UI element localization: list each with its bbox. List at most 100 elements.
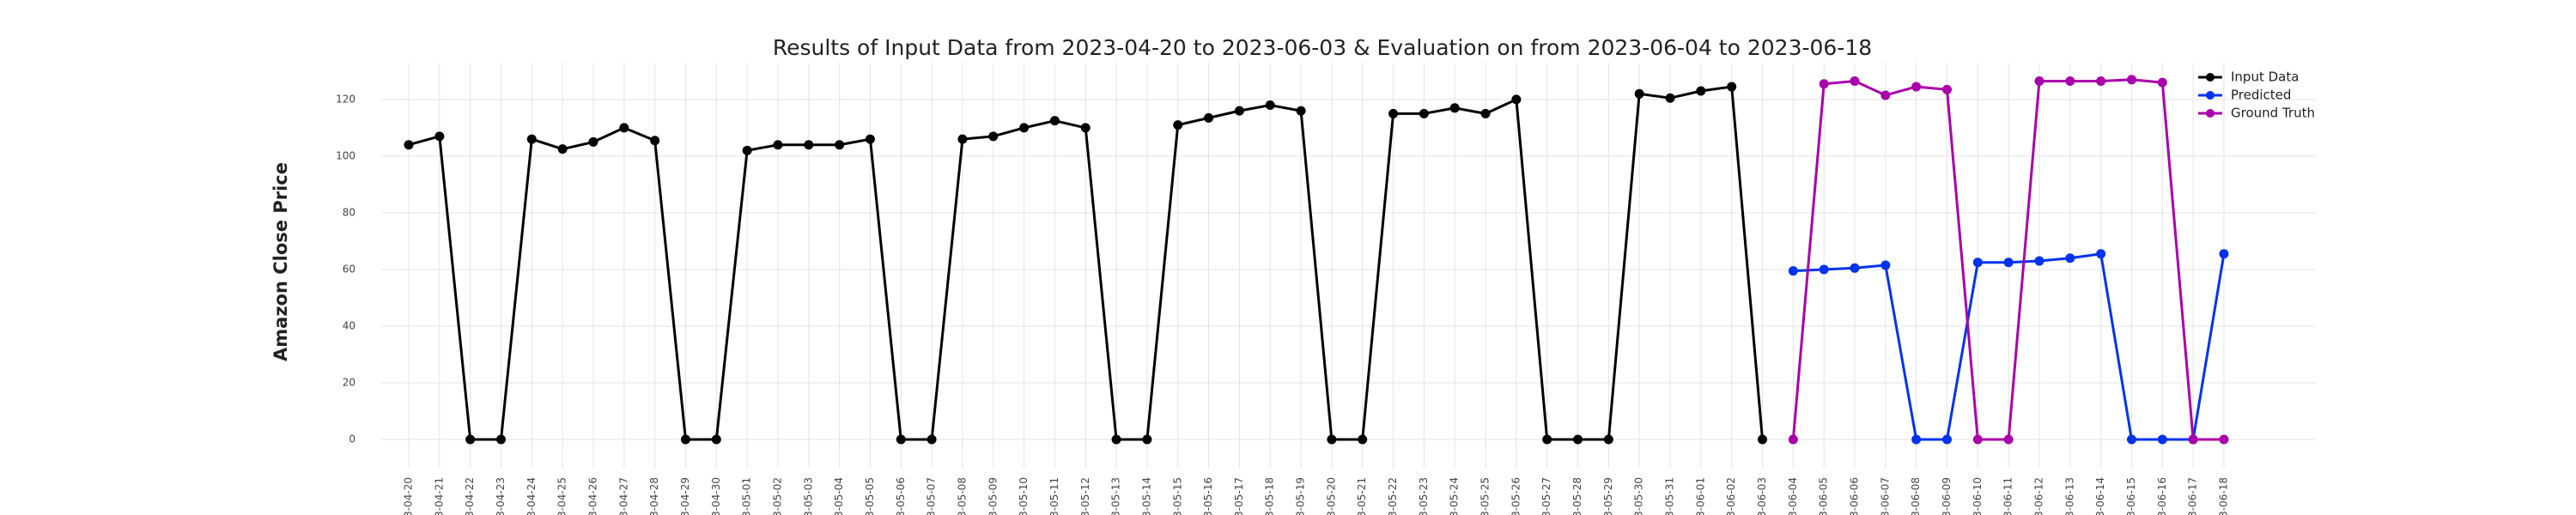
data-point <box>1173 120 1183 130</box>
data-point <box>1911 82 1922 92</box>
x-tick-label: 2023-05-17 <box>1233 477 1245 515</box>
y-tick-label: 100 <box>336 149 355 161</box>
x-tick-label: 2023-06-15 <box>2125 477 2137 515</box>
data-point <box>2126 75 2136 85</box>
data-point <box>2126 434 2136 445</box>
x-tick-label: 2023-04-28 <box>648 477 660 515</box>
x-tick-label: 2023-05-31 <box>1664 477 1676 515</box>
data-point <box>742 145 752 155</box>
data-point <box>865 134 875 144</box>
data-point <box>1358 434 1368 445</box>
x-tick-label: 2023-06-08 <box>1910 477 1922 515</box>
x-tick-label: 2023-05-26 <box>1510 477 1522 515</box>
legend-label: Ground Truth <box>2231 106 2315 121</box>
x-tick-label: 2023-06-12 <box>2032 477 2044 515</box>
y-axis-label: Amazon Close Price <box>270 162 291 361</box>
x-tick-label: 2023-06-10 <box>1971 477 1984 515</box>
data-point <box>1449 103 1460 113</box>
x-tick-label: 2023-06-05 <box>1818 477 1830 515</box>
data-point <box>1850 263 1860 273</box>
x-tick-label: 2023-06-11 <box>2002 477 2014 515</box>
data-point <box>1911 434 1922 445</box>
x-tick-label: 2023-05-03 <box>802 477 814 515</box>
x-tick-label: 2023-04-25 <box>556 477 568 515</box>
x-tick-label: 2023-05-01 <box>741 477 753 515</box>
data-point <box>1480 108 1491 118</box>
legend-label: Predicted <box>2231 88 2291 103</box>
data-point <box>1265 100 1275 111</box>
data-point <box>1296 106 1306 116</box>
data-point <box>804 140 814 150</box>
x-tick-label: 2023-05-25 <box>1479 477 1492 515</box>
data-point <box>680 434 690 445</box>
x-tick-label: 2023-05-19 <box>1295 477 1307 515</box>
data-point <box>957 134 968 144</box>
data-point <box>1234 106 1244 116</box>
data-point <box>1788 434 1798 445</box>
y-tick-label: 60 <box>343 263 355 275</box>
data-point <box>526 134 537 144</box>
data-point <box>1850 76 1860 86</box>
data-point <box>1419 108 1429 118</box>
x-tick-label: 2023-06-17 <box>2187 477 2199 515</box>
data-point <box>2065 76 2075 86</box>
data-point <box>835 140 845 150</box>
x-tick-label: 2023-05-18 <box>1264 477 1276 515</box>
x-tick-label: 2023-04-20 <box>403 477 415 515</box>
x-tick-label: 2023-04-24 <box>526 477 538 515</box>
data-point <box>495 434 506 445</box>
legend-label: Input Data <box>2231 70 2299 85</box>
data-point <box>1634 88 1644 99</box>
data-point <box>1942 84 1952 94</box>
chart-title: Results of Input Data from 2023-04-20 to… <box>773 35 1872 60</box>
x-tick-label: 2023-06-04 <box>1787 477 1799 515</box>
data-point <box>1511 94 1522 105</box>
data-point <box>2219 249 2229 259</box>
data-point <box>2003 258 2014 268</box>
x-tick-label: 2023-04-27 <box>617 477 629 515</box>
x-tick-label: 2023-05-21 <box>1356 477 1368 515</box>
x-tick-label: 2023-06-18 <box>2217 477 2229 515</box>
x-tick-label: 2023-06-13 <box>2063 477 2075 515</box>
data-point <box>1880 90 1891 100</box>
data-point <box>1388 108 1399 118</box>
data-point <box>2157 77 2167 88</box>
data-point <box>2188 434 2198 445</box>
x-tick-label: 2023-05-08 <box>956 477 968 515</box>
x-tick-label: 2023-05-06 <box>895 477 907 515</box>
x-tick-label: 2023-05-07 <box>926 477 938 515</box>
data-point <box>588 136 598 147</box>
x-tick-label: 2023-06-03 <box>1756 477 1768 515</box>
x-tick-label: 2023-05-02 <box>771 477 783 515</box>
y-tick-label: 40 <box>343 319 355 331</box>
data-point <box>650 136 660 146</box>
x-tick-label: 2023-05-24 <box>1449 477 1461 515</box>
x-tick-label: 2023-05-14 <box>1140 477 1152 515</box>
data-point <box>2034 256 2044 266</box>
x-tick-label: 2023-05-22 <box>1387 477 1399 515</box>
x-tick-label: 2023-04-26 <box>586 477 598 515</box>
data-point <box>2219 434 2229 445</box>
x-tick-label: 2023-05-09 <box>987 477 999 515</box>
data-point <box>1819 264 1829 275</box>
data-point <box>1573 434 1583 445</box>
data-point <box>1542 434 1552 445</box>
x-tick-label: 2023-04-21 <box>433 477 445 515</box>
data-point <box>1665 93 1675 103</box>
data-point <box>1972 258 1983 268</box>
y-tick-label: 80 <box>343 206 355 218</box>
data-point <box>619 123 629 133</box>
data-point <box>2157 434 2167 445</box>
x-tick-label: 2023-05-20 <box>1325 477 1337 515</box>
data-point <box>2003 434 2014 445</box>
data-point <box>2096 249 2106 259</box>
data-point <box>927 434 937 445</box>
legend-marker <box>2206 91 2215 100</box>
data-point <box>896 434 906 445</box>
x-tick-label: 2023-05-28 <box>1571 477 1583 515</box>
x-tick-label: 2023-04-22 <box>464 477 476 515</box>
x-tick-label: 2023-05-12 <box>1079 477 1091 515</box>
data-point <box>988 131 999 142</box>
